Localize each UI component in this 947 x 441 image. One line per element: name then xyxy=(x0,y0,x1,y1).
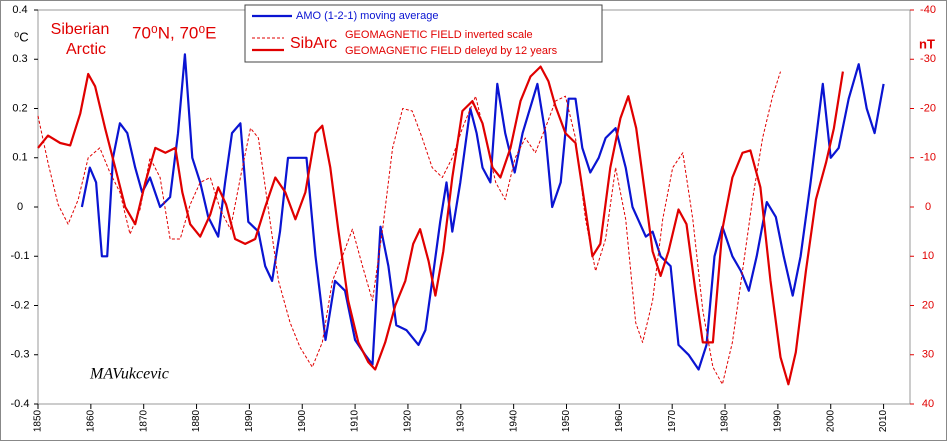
x-tick-label: 1870 xyxy=(138,409,149,432)
x-tick-label: 1950 xyxy=(561,409,572,432)
x-tick-label: 1850 xyxy=(33,409,44,432)
title-line: Siberian xyxy=(51,21,110,38)
legend-text: GEOMAGNETIC FIELD inverted scale xyxy=(345,29,533,41)
y-tick-label: -0.1 xyxy=(11,250,30,262)
y2-tick-label: 30 xyxy=(922,349,934,361)
y-axis-unit: ⁰C xyxy=(14,29,29,44)
x-tick-label: 1920 xyxy=(403,409,414,432)
x-tick-label: 1910 xyxy=(350,409,361,432)
y2-tick-label: 40 xyxy=(922,398,934,410)
x-tick-label: 1900 xyxy=(297,409,308,432)
y2-tick-label: -30 xyxy=(920,53,936,65)
y2-tick-label: -40 xyxy=(920,4,936,16)
y-tick-label: 0.3 xyxy=(12,53,27,65)
x-tick-label: 1860 xyxy=(85,409,96,432)
y-tick-label: 0.4 xyxy=(12,4,27,16)
y-tick-label: 0 xyxy=(17,201,23,213)
legend-text: GEOMAGNETIC FIELD deleyd by 12 years xyxy=(345,45,558,57)
legend-label: SibArc xyxy=(290,35,337,52)
x-tick-label: 1930 xyxy=(455,409,466,432)
y-tick-label: -0.4 xyxy=(11,398,30,410)
legend-box xyxy=(244,4,603,63)
y2-tick-label: 0 xyxy=(925,201,931,213)
x-tick-label: 1940 xyxy=(508,409,519,432)
x-tick-label: 1990 xyxy=(773,409,784,432)
x-tick-label: 1880 xyxy=(191,409,202,432)
y-tick-label: -0.2 xyxy=(11,299,30,311)
series-line xyxy=(37,71,781,385)
x-tick-label: 2000 xyxy=(825,409,836,432)
x-tick-label: 1970 xyxy=(667,409,678,432)
y2-tick-label: -20 xyxy=(920,102,936,114)
x-tick-label: 2010 xyxy=(878,409,889,432)
y-tick-label: 0.1 xyxy=(12,152,27,164)
legend-text: AMO (1-2-1) moving average xyxy=(296,10,438,22)
x-tick-label: 1980 xyxy=(720,409,731,432)
location: 70⁰N, 70⁰E xyxy=(132,23,217,42)
y-tick-label: 0.2 xyxy=(12,102,27,114)
y2-tick-label: 20 xyxy=(922,299,934,311)
author: MAVukcevic xyxy=(89,366,169,383)
legend: SibArc AMO (1-2-1) moving average GEOMAGN… xyxy=(244,4,603,63)
title-line: Arctic xyxy=(66,41,106,58)
y2-axis-unit: nT xyxy=(919,36,935,51)
series-line xyxy=(37,65,844,386)
x-tick-label: 1960 xyxy=(614,409,625,432)
y-tick-label: -0.3 xyxy=(11,349,30,361)
x-tick-label: 1890 xyxy=(244,409,255,432)
y2-tick-label: -10 xyxy=(920,152,936,164)
y2-tick-label: 10 xyxy=(922,250,934,262)
